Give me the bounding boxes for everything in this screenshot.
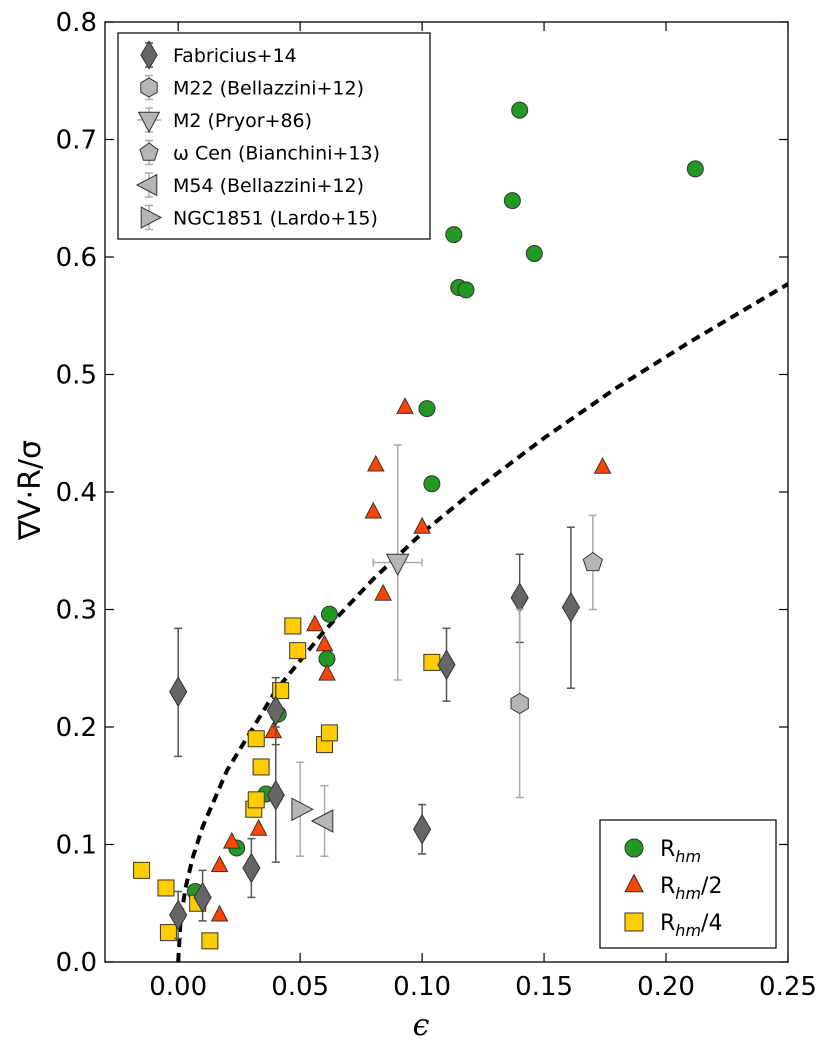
data-point	[305, 614, 324, 632]
y-tick-label: 0.2	[56, 713, 97, 743]
y-tick-label: 0.3	[56, 596, 97, 626]
data-point	[266, 779, 285, 811]
legend-top-frame	[117, 32, 431, 240]
series-triangle-down	[372, 444, 423, 681]
legend-marker	[135, 173, 158, 197]
x-tick-label: 0.05	[271, 972, 329, 1002]
x-tick-label: 0.15	[515, 972, 573, 1002]
data-point	[525, 244, 543, 262]
legend-entry-label: M2 (Pryor+86)	[173, 110, 312, 132]
data-point	[423, 475, 441, 493]
data-point	[385, 553, 410, 577]
data-point	[413, 516, 431, 534]
data-point	[210, 904, 229, 922]
data-point	[169, 899, 188, 931]
data-point	[510, 692, 529, 715]
y-tick-label: 0.8	[56, 8, 97, 38]
data-point	[396, 397, 414, 414]
legend-marker	[139, 142, 159, 161]
data-point	[413, 813, 432, 845]
data-point	[366, 454, 385, 472]
data-point	[210, 855, 229, 873]
data-point	[437, 649, 456, 681]
data-point	[201, 932, 219, 950]
series-diamond	[169, 526, 580, 940]
data-point	[193, 881, 212, 913]
data-point	[157, 879, 175, 897]
data-point	[320, 724, 338, 742]
data-point	[266, 695, 285, 727]
data-point	[272, 682, 290, 700]
legend-marker	[137, 111, 161, 134]
x-tick-label: 0.25	[759, 972, 817, 1002]
data-point	[242, 852, 261, 884]
data-point	[315, 634, 334, 652]
y-axis-title: ∇V·R/σ	[13, 440, 48, 541]
data-point	[247, 730, 265, 748]
y-tick-label: 0.4	[56, 478, 97, 508]
data-point	[318, 663, 336, 681]
data-point	[169, 676, 188, 708]
y-tick-label: 0.1	[56, 831, 97, 861]
series-triangle-left	[310, 785, 334, 857]
series-triangle-up	[188, 397, 612, 922]
data-point	[289, 642, 307, 660]
data-point	[291, 797, 314, 822]
data-point	[418, 400, 436, 418]
x-axis-title: ϵ	[413, 1008, 430, 1043]
data-point	[686, 160, 704, 178]
data-point	[249, 818, 268, 836]
y-tick-label: 0.5	[56, 361, 97, 391]
legend-entry-label: Rhm/2	[660, 874, 722, 903]
data-point	[593, 457, 612, 474]
data-point	[247, 791, 265, 809]
legend-marker	[624, 838, 644, 858]
data-point	[457, 281, 475, 299]
legend-bottom: Rhm Rhm/2 Rhm/4	[599, 819, 777, 949]
x-tick-label: 0.20	[637, 972, 695, 1002]
legend-marker	[140, 206, 163, 229]
legend-entry-label: NGC1851 (Lardo+15)	[173, 208, 378, 230]
legend-entry-label: ω Cen (Bianchini+13)	[173, 143, 380, 165]
legend-entry-label: M22 (Bellazzini+12)	[173, 78, 364, 100]
x-tick-label: 0.00	[149, 972, 207, 1002]
legend-marker	[624, 912, 644, 932]
y-tick-label: 0.0	[56, 948, 97, 978]
y-tick-label: 0.6	[56, 243, 97, 273]
series-pentagon	[582, 514, 603, 611]
data-point	[252, 758, 270, 776]
data-point	[364, 501, 383, 519]
data-point	[310, 809, 334, 833]
model-curve	[176, 282, 788, 962]
legend-entry-label: Rhm/4	[660, 911, 722, 940]
legend-entry-label: Rhm	[660, 837, 701, 866]
series-triangle-right	[291, 761, 314, 857]
x-tick-label: 0.10	[393, 972, 451, 1002]
data-point	[503, 192, 521, 210]
data-point	[133, 861, 151, 879]
series-hexagon	[510, 608, 529, 799]
data-point	[423, 653, 441, 671]
data-point	[511, 101, 529, 119]
data-point	[264, 721, 283, 739]
legend-entry-label: M54 (Bellazzini+12)	[173, 175, 364, 197]
data-point	[284, 617, 302, 635]
y-tick-label: 0.7	[56, 126, 97, 156]
data-point	[320, 605, 338, 623]
data-point	[159, 924, 177, 942]
legend-top: Fabricius+14 M22 (Bellazzini+12) M2 (Pryor…	[117, 32, 431, 240]
data-point	[374, 583, 392, 601]
data-point	[222, 831, 241, 849]
legend-marker	[624, 873, 644, 893]
legend-entry-label: Fabricius+14	[173, 45, 297, 67]
legend-marker	[140, 40, 158, 70]
data-point	[561, 591, 580, 623]
data-point	[582, 551, 603, 572]
legend-marker	[140, 77, 158, 98]
data-point	[445, 226, 463, 244]
